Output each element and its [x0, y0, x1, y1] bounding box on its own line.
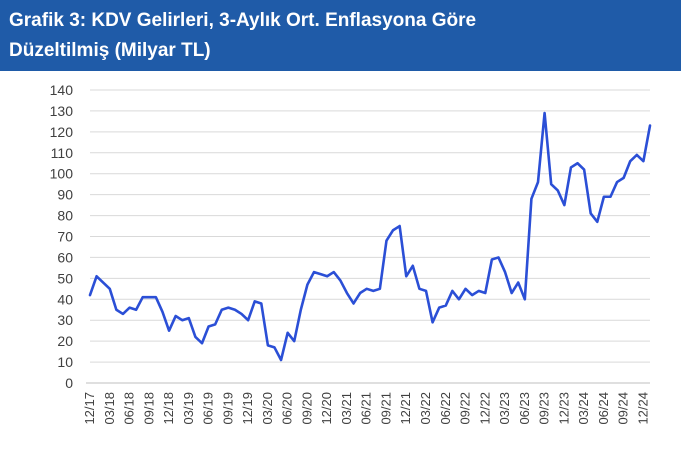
gridlines: [90, 89, 650, 363]
series-line: [88, 111, 652, 362]
x-tick-label: 09/20: [299, 392, 314, 425]
y-tick-label: 90: [57, 187, 73, 203]
y-tick-label: 120: [50, 124, 74, 140]
x-tick-label: 03/19: [181, 392, 196, 425]
x-tick-label: 09/23: [537, 392, 552, 425]
y-tick-label: 30: [57, 312, 73, 328]
chart-area: 0 10 20 30 40 50 60 70 80 90 100 110 120 130 140 12/17…: [0, 71, 681, 453]
x-tick-label: 12/21: [398, 392, 413, 425]
y-axis-ticks: 0 10 20 30 40 50 60 70 80 90 100 110 120 130 140: [50, 82, 74, 391]
x-tick-label: 09/18: [141, 392, 156, 425]
x-tick-label: 03/22: [418, 392, 433, 425]
x-tick-label: 06/21: [359, 392, 374, 425]
y-tick-label: 70: [57, 229, 73, 245]
x-tick-label: 12/19: [240, 392, 255, 425]
y-tick-label: 100: [50, 166, 74, 182]
title-bar: Grafik 3: KDV Gelirleri, 3-Aylık Ort. En…: [0, 0, 681, 71]
y-tick-label: 140: [50, 82, 74, 98]
x-tick-label: 06/23: [517, 392, 532, 425]
x-tick-label: 09/19: [220, 392, 235, 425]
x-tick-label: 12/17: [82, 392, 97, 425]
y-tick-label: 130: [50, 103, 74, 119]
x-tick-label: 06/18: [122, 392, 137, 425]
x-tick-label: 06/24: [596, 392, 611, 425]
x-tick-label: 06/20: [280, 392, 295, 425]
x-tick-label: 12/22: [477, 392, 492, 425]
x-tick-label: 09/22: [458, 392, 473, 425]
y-tick-label: 60: [57, 249, 73, 265]
x-tick-label: 03/20: [260, 392, 275, 425]
x-tick-label: 03/24: [576, 392, 591, 425]
x-tick-label: 09/21: [378, 392, 393, 425]
y-tick-label: 0: [65, 375, 73, 391]
x-tick-label: 12/18: [161, 392, 176, 425]
x-tick-label: 06/22: [438, 392, 453, 425]
chart-title-line-2: Düzeltilmiş (Milyar TL): [9, 40, 211, 61]
x-tick-label: 12/24: [635, 392, 650, 425]
y-tick-label: 40: [57, 291, 73, 307]
x-tick-label: 03/21: [339, 392, 354, 425]
y-tick-label: 110: [51, 145, 74, 161]
y-tick-label: 50: [57, 270, 73, 286]
x-tick-label: 03/18: [102, 392, 117, 425]
x-tick-label: 12/23: [556, 392, 571, 425]
x-tick-label: 12/20: [319, 392, 334, 425]
x-tick-label: 06/19: [201, 392, 216, 425]
y-tick-label: 80: [57, 208, 73, 224]
y-tick-label: 10: [57, 354, 73, 370]
x-tick-label: 03/23: [497, 392, 512, 425]
y-tick-label: 20: [57, 333, 73, 349]
chart-title-line-1: Grafik 3: KDV Gelirleri, 3-Aylık Ort. En…: [9, 10, 477, 31]
x-axis-ticks: 12/17 03/18 06/18 09/18 12/18 03/19 06/19 09/19…: [82, 392, 650, 425]
x-tick-label: 09/24: [616, 392, 631, 425]
series-layer: [88, 111, 652, 362]
line-chart: 0 10 20 30 40 50 60 70 80 90 100 110 120 130 140 12/17…: [50, 82, 652, 425]
